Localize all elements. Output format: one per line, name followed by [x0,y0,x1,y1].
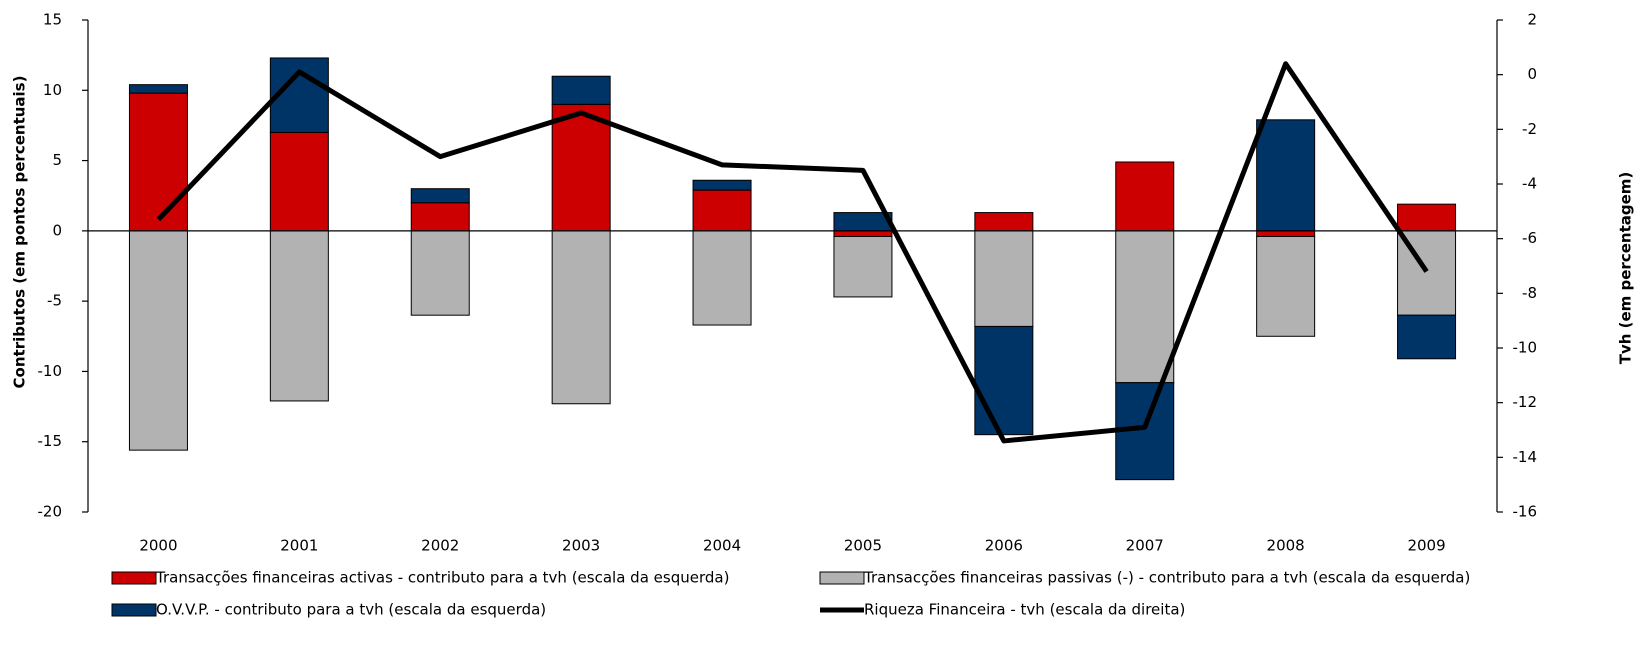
bar [974,325,1034,436]
x-tick-label: 2000 [139,537,177,555]
bar [692,189,752,232]
y2-tick-label: -16 [1513,503,1538,521]
y-tick-label: 10 [43,81,62,99]
bar [833,212,893,232]
y2-tick-label: -14 [1513,448,1538,466]
legend-swatch [819,571,865,585]
bar [410,202,470,232]
bar [1115,230,1175,384]
y-tick-label: 15 [43,11,62,29]
bar [974,212,1034,232]
y2-axis-label: Tvh (em percentagem) [1617,172,1635,365]
x-tick-label: 2008 [1267,537,1305,555]
bar [1115,161,1175,232]
y2-tick-label: -4 [1522,175,1537,193]
x-tick-label: 2002 [421,537,459,555]
bar [1256,235,1316,337]
y2-tick-label: -6 [1522,229,1537,247]
x-tick-label: 2006 [985,537,1023,555]
bar [269,230,329,402]
bar [833,235,893,298]
y-tick-label: 0 [52,221,62,239]
x-tick-label: 2009 [1407,537,1445,555]
bar [1256,119,1316,232]
y-tick-label: -5 [47,292,62,310]
bar [410,188,470,204]
bar [833,230,893,237]
y-axis-label: Contributos (em pontos percentuais) [11,76,29,389]
x-tick-label: 2007 [1126,537,1164,555]
bar [128,92,188,232]
bar [128,230,188,451]
bar [692,179,752,191]
x-tick-label: 2004 [703,537,741,555]
y2-tick-label: -10 [1513,339,1538,357]
x-tick-label: 2001 [280,537,318,555]
legend-label: Riqueza Financeira - tvh (escala da dire… [864,601,1185,619]
bar [551,103,611,232]
legend-label: Transacções financeiras passivas (-) - c… [863,569,1470,587]
bar [974,230,1034,327]
y-tick-label: -20 [38,503,63,521]
y2-tick-label: -8 [1522,284,1537,302]
bar [1397,314,1457,360]
legend-label: Transacções financeiras activas - contri… [155,569,729,587]
bar [269,131,329,232]
x-tick-label: 2005 [844,537,882,555]
bar [692,230,752,326]
y-tick-label: -15 [38,432,63,450]
y2-tick-label: -12 [1513,393,1538,411]
bar [1397,203,1457,232]
line [156,61,1429,444]
y2-tick-label: 2 [1527,11,1537,29]
bar [410,230,470,316]
legend-label: O.V.V.P. - contributo para a tvh (escala… [156,601,546,619]
y-tick-label: 5 [52,151,62,169]
x-tick-label: 2003 [562,537,600,555]
bar [551,230,611,405]
y2-tick-label: 0 [1527,65,1537,83]
legend-swatch [111,571,157,585]
y-tick-label: -10 [38,362,63,380]
legend-swatch [111,603,157,617]
bar [1256,230,1316,237]
y2-tick-label: -2 [1522,120,1537,138]
bar [551,75,611,105]
bar [128,84,188,94]
